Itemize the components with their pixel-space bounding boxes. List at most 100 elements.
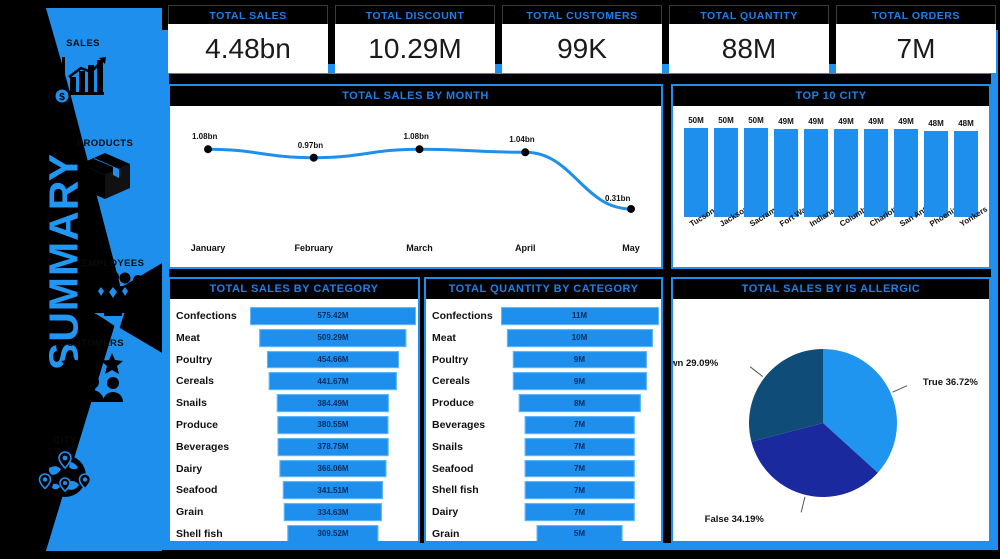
bar[interactable] bbox=[804, 129, 828, 217]
funnel-row[interactable]: Grain 334.63M bbox=[176, 501, 412, 523]
funnel-bar[interactable]: 366.06M bbox=[279, 459, 387, 478]
funnel-category-label: Confections bbox=[176, 309, 237, 322]
svg-text:$: $ bbox=[59, 92, 65, 103]
chart-total-sales-by-category[interactable]: TOTAL SALES BY CATEGORY Confections 575.4… bbox=[168, 277, 420, 543]
pie-slice[interactable] bbox=[751, 423, 878, 497]
bar[interactable] bbox=[834, 129, 858, 217]
bar[interactable] bbox=[684, 127, 708, 217]
funnel-bar[interactable]: 341.51M bbox=[282, 481, 384, 500]
funnel-row[interactable]: Seafood 7M bbox=[432, 458, 655, 480]
bar[interactable] bbox=[924, 131, 948, 217]
funnel-row[interactable]: Snails 384.49M bbox=[176, 392, 412, 414]
funnel-bar[interactable]: 334.63M bbox=[283, 503, 383, 522]
funnel-row[interactable]: Seafood 341.51M bbox=[176, 480, 412, 502]
bar[interactable] bbox=[714, 127, 738, 217]
funnel-row[interactable]: Produce 8M bbox=[432, 392, 655, 414]
funnel-bar[interactable]: 7M bbox=[524, 437, 635, 456]
chart-total-sales-by-month[interactable]: TOTAL SALES BY MONTH 1.08bn 0.97bn 1.08bn 1… bbox=[168, 84, 663, 269]
funnel-row[interactable]: Meat 10M bbox=[432, 327, 655, 349]
funnel-track: 7M bbox=[504, 414, 655, 436]
sidebar-item-label: CITY bbox=[53, 435, 77, 446]
funnel-row[interactable]: Meat 509.29M bbox=[176, 327, 412, 349]
funnel-bar[interactable]: 9M bbox=[512, 350, 647, 369]
funnel-bar[interactable]: 7M bbox=[524, 459, 635, 478]
funnel-category-label: Grain bbox=[432, 528, 460, 541]
line-point-label: 0.97bn bbox=[297, 140, 324, 150]
funnel-bar[interactable]: 8M bbox=[518, 394, 641, 413]
funnel-bar[interactable]: 10M bbox=[506, 328, 653, 347]
sidebar-item-city[interactable]: CITY bbox=[0, 435, 140, 500]
sidebar-item-products[interactable]: PRODUCTS bbox=[30, 138, 162, 201]
pie-slice[interactable] bbox=[823, 349, 897, 473]
funnel-category-label: Meat bbox=[432, 331, 456, 344]
funnel-category-label: Snails bbox=[432, 440, 463, 453]
funnel-bar[interactable]: 378.75M bbox=[277, 437, 389, 456]
kpi-card-total-quantity[interactable]: TOTAL QUANTITY 88M bbox=[669, 5, 829, 73]
sidebar-item-employees[interactable]: EMPLOYEES bbox=[38, 258, 162, 319]
sidebar-band bbox=[48, 8, 162, 551]
funnel-row[interactable]: Cereals 9M bbox=[432, 370, 655, 392]
funnel-category-label: Seafood bbox=[432, 462, 474, 475]
frame-strip-bottom bbox=[162, 543, 998, 550]
funnel-bar[interactable]: 380.55M bbox=[277, 416, 389, 434]
funnel-category-label: Beverages bbox=[432, 418, 486, 431]
funnel-bar[interactable]: 7M bbox=[524, 503, 635, 522]
kpi-value: 99K bbox=[502, 24, 662, 73]
pie-leader-line bbox=[749, 366, 764, 377]
funnel-bar[interactable]: 5M bbox=[536, 525, 623, 541]
sidebar-item-sales[interactable]: SALES $ bbox=[8, 38, 158, 107]
funnel-row[interactable]: Beverages 7M bbox=[432, 414, 655, 436]
kpi-label: TOTAL QUANTITY bbox=[669, 5, 829, 24]
chart-total-sales-by-is-allergic[interactable]: TOTAL SALES BY IS ALLERGIC True 36.72% Fa… bbox=[671, 277, 991, 543]
funnel-bar[interactable]: 309.52M bbox=[287, 525, 379, 541]
line-data-point bbox=[309, 153, 318, 162]
funnel-bar[interactable]: 11M bbox=[500, 307, 659, 325]
funnel-track: 7M bbox=[504, 458, 655, 480]
funnel-row[interactable]: Poultry 9M bbox=[432, 349, 655, 371]
kpi-card-total-sales[interactable]: TOTAL SALES 4.48bn bbox=[168, 5, 328, 73]
line-point-label: 0.31bn bbox=[605, 193, 631, 203]
funnel-rows-sales: Confections 575.42M Meat 509.29M Poultry 454.… bbox=[170, 301, 418, 541]
line-point-label: 1.08bn bbox=[403, 132, 429, 142]
funnel-row[interactable]: Dairy 366.06M bbox=[176, 458, 412, 480]
funnel-category-label: Meat bbox=[176, 331, 200, 344]
funnel-row[interactable]: Dairy 7M bbox=[432, 501, 655, 523]
bar[interactable] bbox=[864, 129, 888, 217]
bar[interactable] bbox=[894, 129, 918, 217]
funnel-row[interactable]: Confections 575.42M bbox=[176, 305, 416, 327]
funnel-bar[interactable]: 509.29M bbox=[259, 328, 407, 347]
funnel-bar[interactable]: 7M bbox=[524, 416, 635, 434]
sidebar-item-customers[interactable]: CUSTOMERS bbox=[17, 338, 162, 403]
kpi-label: TOTAL CUSTOMERS bbox=[502, 5, 662, 24]
funnel-row[interactable]: Produce 380.55M bbox=[176, 414, 412, 436]
bar[interactable] bbox=[744, 127, 768, 217]
kpi-card-total-discount[interactable]: TOTAL DISCOUNT 10.29M bbox=[335, 5, 495, 73]
sidebar-item-label: PRODUCTS bbox=[76, 138, 134, 149]
bar[interactable] bbox=[774, 129, 798, 217]
funnel-row[interactable]: Cereals 441.67M bbox=[176, 370, 412, 392]
bar[interactable] bbox=[954, 131, 978, 217]
funnel-bar[interactable]: 384.49M bbox=[276, 394, 390, 413]
funnel-bar[interactable]: 9M bbox=[512, 372, 647, 391]
funnel-track: 7M bbox=[504, 480, 655, 502]
funnel-track: 575.42M bbox=[250, 305, 416, 327]
funnel-row[interactable]: Shell fish 7M bbox=[432, 480, 655, 502]
funnel-bar[interactable]: 575.42M bbox=[250, 307, 416, 325]
chart-top-10-city[interactable]: TOP 10 CITY 50M Tucson 50M Jackson 50M Sacram… bbox=[671, 84, 991, 269]
funnel-row[interactable]: Snails 7M bbox=[432, 436, 655, 458]
funnel-row[interactable]: Confections 11M bbox=[432, 305, 659, 327]
funnel-track: 7M bbox=[504, 501, 655, 523]
funnel-track: 380.55M bbox=[254, 414, 412, 436]
funnel-row[interactable]: Beverages 378.75M bbox=[176, 436, 412, 458]
funnel-bar[interactable]: 441.67M bbox=[268, 372, 398, 391]
funnel-row[interactable]: Poultry 454.66M bbox=[176, 349, 412, 371]
chart-total-quantity-by-category[interactable]: TOTAL QUANTITY BY CATEGORY Confections 11… bbox=[424, 277, 663, 543]
kpi-card-total-customers[interactable]: TOTAL CUSTOMERS 99K bbox=[502, 5, 662, 73]
funnel-row[interactable]: Grain 5M bbox=[432, 523, 655, 541]
pie-slice[interactable] bbox=[749, 349, 823, 442]
funnel-bar[interactable]: 454.66M bbox=[266, 350, 400, 369]
sidebar-item-label: EMPLOYEES bbox=[81, 258, 145, 269]
kpi-card-total-orders[interactable]: TOTAL ORDERS 7M bbox=[836, 5, 996, 73]
funnel-bar[interactable]: 7M bbox=[524, 481, 635, 500]
funnel-row[interactable]: Shell fish 309.52M bbox=[176, 523, 412, 541]
